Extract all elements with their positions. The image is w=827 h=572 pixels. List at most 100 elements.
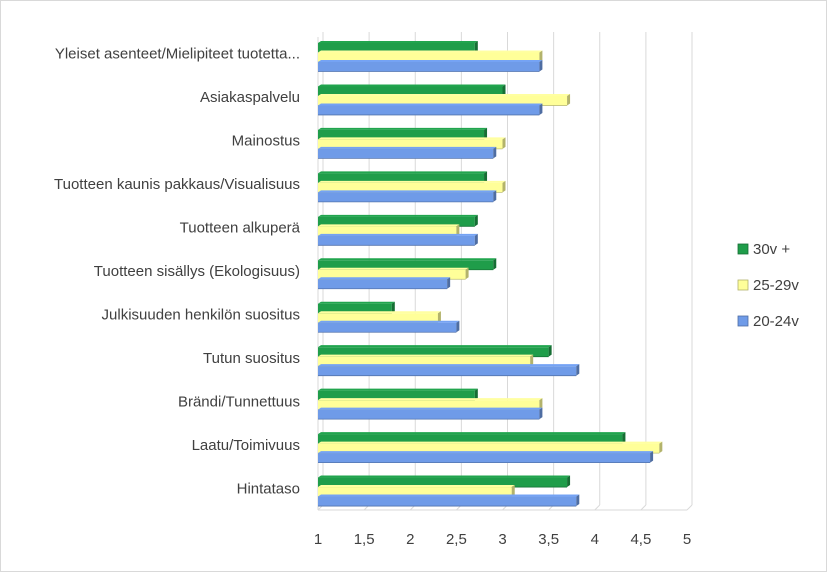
bar [318, 173, 485, 183]
bar-top [318, 441, 663, 444]
bar-top [318, 224, 460, 227]
bar [318, 477, 568, 488]
bar-top [318, 146, 497, 149]
bar-side [576, 494, 580, 507]
gridline-floor [686, 504, 693, 511]
bar-side [502, 137, 506, 149]
bar-side [474, 41, 478, 53]
bar [318, 216, 475, 227]
category-label: Brändi/Tunnettuus [178, 393, 300, 410]
gridline-floor [640, 504, 647, 511]
bar-top [318, 171, 488, 174]
bar-side [539, 60, 543, 72]
bar [318, 148, 494, 159]
bar-side [465, 267, 469, 280]
bar-top [318, 214, 478, 217]
bar-side [502, 84, 506, 96]
bar-side [456, 224, 460, 236]
bar-top [318, 364, 580, 367]
bar-side [548, 345, 552, 357]
bar-side [474, 388, 478, 401]
gridline-floor [594, 504, 601, 511]
legend-swatch [737, 243, 749, 255]
bar-side [567, 475, 571, 488]
bar-side [659, 441, 663, 454]
bar [318, 182, 503, 193]
bar [318, 487, 512, 497]
bar-top [318, 345, 552, 348]
bar-side [474, 214, 478, 227]
bar [318, 303, 392, 314]
bar-top [318, 60, 543, 62]
bar-top [318, 388, 478, 391]
category-label: Julkisuuden henkilön suositus [102, 306, 300, 323]
bar-top [318, 432, 626, 435]
bar-top [318, 301, 395, 304]
bar-side [511, 485, 515, 497]
bar [318, 192, 494, 202]
bar-side [539, 50, 543, 62]
category-label: Yleiset asenteet/Mielipiteet tuotetta... [55, 46, 300, 63]
bar-side [493, 146, 497, 159]
bar-side [502, 180, 506, 193]
x-tick-label: 1 [314, 531, 322, 548]
bar [318, 95, 568, 106]
bar-top [318, 320, 460, 323]
bar [318, 105, 540, 115]
bar-top [318, 451, 654, 454]
bar-side [650, 451, 654, 463]
bar [318, 226, 457, 236]
bar-side [567, 93, 571, 106]
bar-side [447, 277, 451, 289]
legend-swatch [737, 315, 749, 327]
x-tick-label: 4,5 [630, 531, 651, 548]
bar-top [318, 258, 497, 261]
bar-side [493, 258, 497, 270]
x-tick-label: 1,5 [354, 531, 375, 548]
bar-top [318, 354, 534, 357]
bar-side [539, 398, 543, 410]
bar [318, 409, 540, 420]
bar-top [318, 277, 451, 280]
bar [318, 313, 438, 323]
bar-side [622, 432, 626, 444]
bar-top [318, 180, 506, 183]
bar [318, 43, 475, 53]
bar-side [530, 354, 534, 367]
bar-top [318, 190, 497, 193]
bar [318, 86, 503, 96]
category-label: Tuotteen sisällys (Ekologisuus) [94, 263, 300, 280]
bar [318, 279, 448, 289]
category-label: Laatu/Toimivuus [192, 437, 300, 454]
bar-top [318, 267, 469, 270]
category-label: Tuotteen kaunis pakkaus/Visualisuus [54, 176, 300, 193]
x-tick-label: 2 [406, 531, 414, 548]
bar-top [318, 93, 571, 96]
bar-top [318, 485, 515, 488]
bar-top [318, 494, 580, 497]
bar-top [318, 50, 543, 53]
bar-top [318, 475, 571, 478]
bar [318, 356, 531, 367]
bar-side [493, 190, 497, 202]
bar [318, 260, 494, 270]
bar [318, 62, 540, 72]
bar-side [437, 311, 441, 323]
bar-top [318, 407, 543, 410]
bar [318, 139, 503, 149]
bar [318, 235, 475, 246]
bar-side [539, 103, 543, 115]
x-tick-label: 5 [683, 531, 691, 548]
legend-label: 25-29v [753, 277, 799, 294]
x-tick-label: 3 [498, 531, 506, 548]
bar-side [484, 171, 488, 183]
bar-side [391, 301, 395, 314]
bar [318, 443, 660, 454]
category-label: Tuotteen alkuperä [180, 220, 301, 237]
bar-side [576, 364, 580, 376]
legend-label: 20-24v [753, 313, 799, 330]
bar [318, 269, 466, 280]
bar [318, 400, 540, 410]
bar-top [318, 137, 506, 140]
